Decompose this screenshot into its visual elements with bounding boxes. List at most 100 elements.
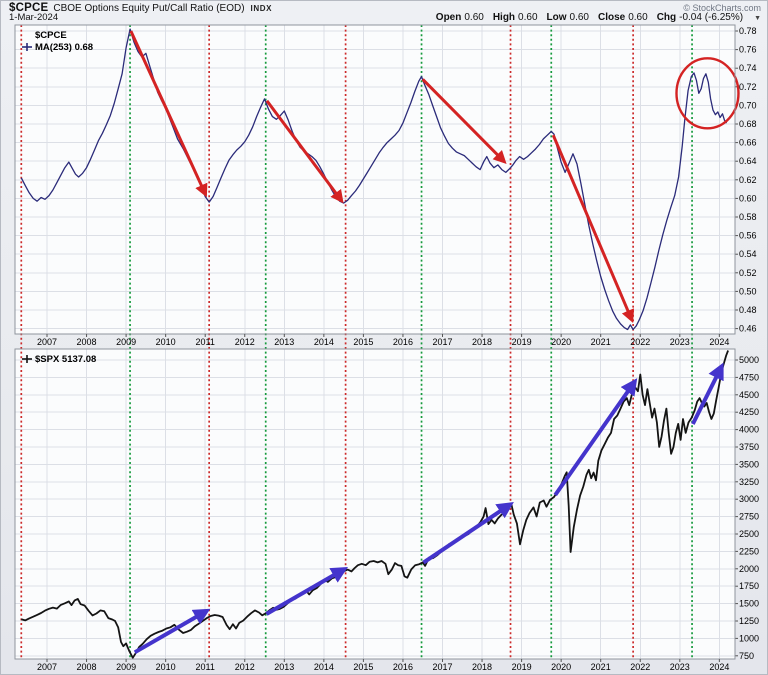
highlight-circle [675, 57, 740, 130]
y-axis-label: 4500 [739, 390, 759, 400]
year-label: 2014 [314, 662, 334, 672]
y-axis-label: 1750 [739, 581, 759, 591]
year-label: 2009 [116, 337, 136, 347]
y-axis-label: 0.78 [739, 26, 757, 36]
year-label: 2018 [472, 662, 492, 672]
y-axis-label: 1500 [739, 599, 759, 609]
year-label: 2008 [77, 337, 97, 347]
spx-price-line [21, 350, 729, 659]
signal-arrow-red [421, 78, 507, 165]
y-axis-label: 0.54 [739, 249, 757, 259]
year-label: 2014 [314, 337, 334, 347]
open-value: 0.60 [464, 12, 484, 23]
year-label: 2019 [512, 662, 532, 672]
y-axis-label: 2500 [739, 529, 759, 539]
year-label: 2013 [274, 662, 294, 672]
signal-arrow-red [551, 134, 635, 323]
y-axis-label: 4250 [739, 407, 759, 417]
open-label: Open [435, 12, 462, 23]
year-label: 2012 [235, 662, 255, 672]
y-axis-label: 3250 [739, 477, 759, 487]
year-label: 2015 [353, 662, 373, 672]
y-axis-label: 1000 [739, 633, 759, 643]
year-label: 2019 [512, 337, 532, 347]
close-value: 0.60 [628, 12, 648, 23]
year-label: 2010 [156, 662, 176, 672]
y-axis-label: 1250 [739, 616, 759, 626]
legend-label: MA(253) 0.68 [35, 42, 93, 53]
chg-label: Chg [656, 12, 677, 23]
legend-label: $SPX 5137.08 [35, 354, 96, 365]
year-label: 2021 [591, 662, 611, 672]
y-axis-label: 0.52 [739, 268, 757, 278]
year-label: 2013 [274, 337, 294, 347]
quote-date: 1-Mar-2024 [9, 12, 59, 23]
y-axis-label: 0.48 [739, 305, 757, 315]
signal-arrow-blue [265, 566, 348, 616]
year-label: 2011 [196, 662, 215, 672]
year-label: 2017 [432, 337, 452, 347]
y-axis-label: 0.76 [739, 45, 757, 55]
year-label: 2007 [37, 337, 57, 347]
year-label: 2020 [551, 662, 571, 672]
year-label: 2007 [37, 662, 57, 672]
y-axis-label: 2750 [739, 512, 759, 522]
plot-area-spx [15, 349, 735, 659]
signal-arrow-red [129, 30, 208, 198]
year-label: 2022 [630, 337, 650, 347]
year-label: 2021 [591, 337, 611, 347]
panel-border [14, 348, 736, 660]
symbol-description: CBOE Options Equity Put/Call Ratio (EOD) [53, 3, 245, 14]
year-label: 2011 [196, 337, 215, 347]
year-label: 2023 [670, 662, 690, 672]
signal-arrow-blue [133, 608, 211, 655]
y-axis-label: 0.68 [739, 119, 757, 129]
year-label: 2017 [432, 662, 452, 672]
year-label: 2024 [709, 662, 729, 672]
y-axis-label: 3000 [739, 494, 759, 504]
y-axis-label: 3750 [739, 442, 759, 452]
copyright-label: © StockCharts.com [683, 3, 761, 13]
y-axis-label: 2250 [739, 546, 759, 556]
signal-arrow-blue [553, 378, 638, 497]
year-label: 2010 [156, 337, 176, 347]
chevron-down-icon[interactable]: ▼ [754, 15, 761, 22]
year-label: 2024 [709, 337, 729, 347]
y-axis-label: 4000 [739, 425, 759, 435]
low-label: Low [546, 12, 567, 23]
chart-header: $CPCE CBOE Options Equity Put/Call Ratio… [1, 1, 767, 23]
legend-label: $CPCE [35, 30, 67, 41]
exchange-label: INDX [250, 4, 273, 13]
year-label: 2009 [116, 662, 136, 672]
year-label: 2016 [393, 337, 413, 347]
y-axis-label: 0.60 [739, 193, 757, 203]
signal-arrow-blue [422, 501, 514, 565]
year-label: 2020 [551, 337, 571, 347]
y-axis-label: 0.64 [739, 156, 757, 166]
y-axis-label: 4750 [739, 372, 759, 382]
ohlc-quote-row: Open 0.60 High 0.60 Low 0.60 Close 0.60 Chg -… [436, 12, 761, 23]
y-axis-label: 3500 [739, 459, 759, 469]
y-axis-label: 0.58 [739, 212, 757, 222]
year-label: 2012 [235, 337, 255, 347]
year-label: 2022 [630, 662, 650, 672]
y-axis-label: 0.72 [739, 82, 757, 92]
low-value: 0.60 [569, 12, 589, 23]
y-axis-label: 0.46 [739, 324, 757, 334]
y-axis-label: 0.66 [739, 138, 757, 148]
high-value: 0.60 [518, 12, 538, 23]
y-axis-label: 0.74 [739, 63, 757, 73]
signal-arrow-red [265, 99, 344, 204]
y-axis-label: 0.62 [739, 175, 757, 185]
close-label: Close [597, 12, 626, 23]
year-label: 2015 [353, 337, 373, 347]
panel-border [14, 24, 736, 335]
symbol-title: $CPCE [9, 2, 49, 14]
chg-value: -0.04 (-6.25%) [679, 12, 744, 23]
y-axis-label: 0.56 [739, 231, 757, 241]
y-axis-label: 750 [739, 651, 754, 661]
y-axis-label: 0.70 [739, 100, 757, 110]
high-label: High [492, 12, 516, 23]
